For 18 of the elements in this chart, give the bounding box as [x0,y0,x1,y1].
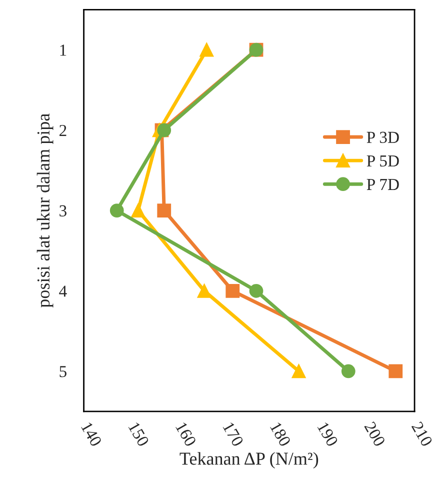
x-tick-label: 200 [364,420,386,448]
legend-label: P 3D [366,132,399,144]
x-tick-label: 190 [317,422,338,448]
y-tick-label: 4 [59,286,67,297]
x-tick-label: 140 [80,422,102,448]
x-tick-label: 180 [270,422,292,448]
y-tick-label: 5 [60,366,66,378]
x-tick-label: 170 [222,422,244,448]
y-axis-title: posisi alat ukur dalam pipa [36,114,54,308]
y-tick-label: 1 [60,44,66,56]
x-tick-label: 210 [411,420,433,448]
legend-label: P 5D [366,155,399,167]
y-tick-label: 2 [60,124,66,136]
y-tick-label: 3 [60,205,66,216]
x-tick-label: 150 [128,422,150,448]
x-axis-title: Tekanan ΔP (N/m²) [180,452,318,468]
x-tick-label: 160 [175,422,197,448]
legend-label: P 7D [366,179,399,190]
